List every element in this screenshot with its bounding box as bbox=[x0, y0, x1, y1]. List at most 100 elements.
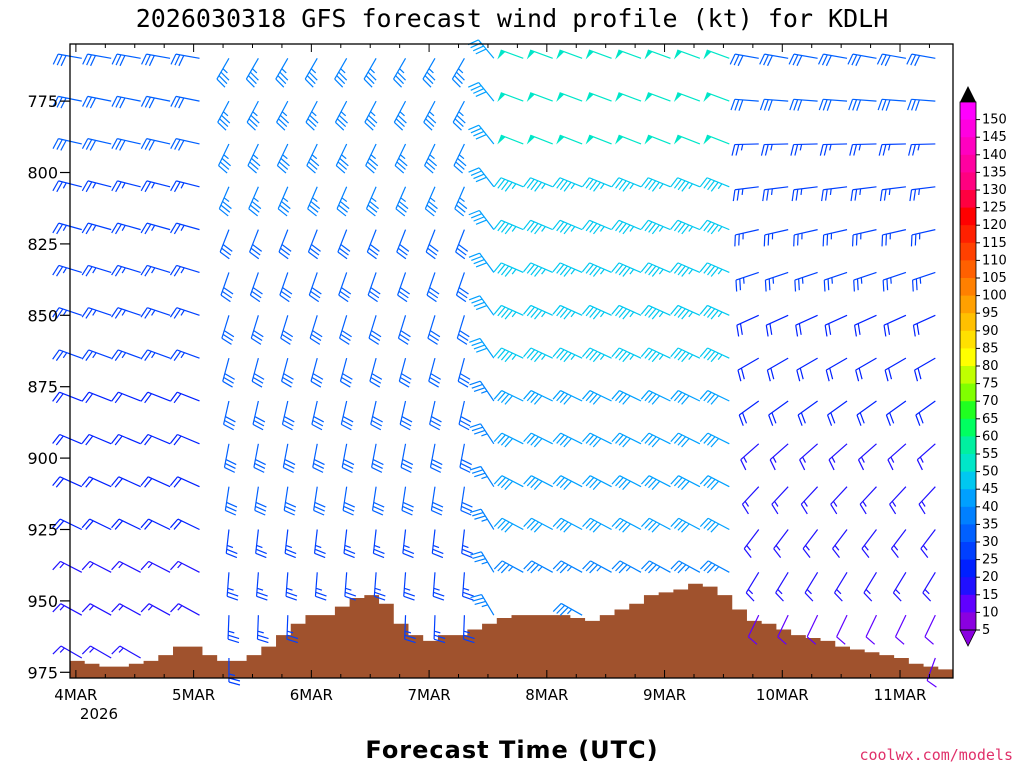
wind-barb bbox=[255, 572, 268, 601]
wind-barb bbox=[641, 560, 671, 574]
wind-barb bbox=[926, 657, 937, 688]
wind-barb bbox=[670, 517, 701, 533]
colorbar-tick-label: 130 bbox=[982, 183, 1007, 198]
wind-barb bbox=[876, 53, 907, 67]
wind-barb bbox=[552, 602, 583, 616]
wind-barb bbox=[279, 272, 293, 303]
wind-barb bbox=[169, 264, 200, 277]
wind-barb bbox=[457, 357, 471, 388]
wind-barb bbox=[794, 271, 818, 292]
wind-barb bbox=[226, 572, 239, 601]
wind-barb bbox=[703, 92, 730, 102]
wind-barb bbox=[907, 98, 936, 111]
colorbar-tick-label: 30 bbox=[982, 535, 999, 550]
wind-barb bbox=[140, 222, 171, 235]
wind-barb bbox=[644, 134, 671, 145]
wind-barb bbox=[830, 486, 848, 515]
wind-barb bbox=[462, 572, 474, 601]
wind-barb bbox=[906, 53, 936, 67]
wind-barb bbox=[336, 186, 350, 217]
wind-barb bbox=[369, 357, 383, 388]
wind-barb bbox=[281, 357, 294, 388]
wind-barb bbox=[673, 49, 701, 60]
wind-barb bbox=[52, 222, 82, 235]
wind-barb bbox=[276, 143, 290, 174]
wind-barb bbox=[552, 475, 583, 491]
wind-barb bbox=[426, 272, 440, 303]
wind-barb bbox=[468, 167, 495, 188]
wind-barb bbox=[283, 486, 297, 516]
wind-barb bbox=[673, 134, 701, 145]
wind-barb bbox=[911, 271, 936, 292]
wind-barb bbox=[404, 615, 416, 644]
wind-barb bbox=[878, 143, 906, 156]
wind-barb bbox=[493, 517, 524, 533]
wind-barb bbox=[908, 143, 936, 156]
wind-barb bbox=[221, 315, 235, 345]
wind-barb bbox=[82, 53, 112, 67]
wind-barb bbox=[670, 177, 701, 192]
wind-barb bbox=[248, 186, 262, 217]
y-tick-label: 850 bbox=[27, 306, 58, 325]
wind-barb bbox=[246, 100, 260, 131]
colorbar-tick-label: 20 bbox=[982, 570, 999, 585]
wind-barb bbox=[699, 390, 730, 405]
wind-barb bbox=[218, 186, 232, 217]
wind-barb bbox=[223, 400, 236, 431]
wind-barb bbox=[523, 560, 553, 574]
wind-barb bbox=[644, 92, 671, 102]
wind-barb bbox=[313, 529, 326, 559]
wind-barb bbox=[52, 138, 82, 151]
wind-barb bbox=[219, 229, 233, 260]
wind-barb bbox=[552, 390, 583, 405]
wind-barb bbox=[523, 432, 553, 448]
wind-barb bbox=[365, 143, 379, 174]
wind-barb bbox=[428, 357, 441, 388]
wind-barb bbox=[640, 475, 671, 491]
wind-barb bbox=[802, 529, 819, 559]
wind-barb bbox=[493, 560, 524, 574]
wind-barb bbox=[397, 272, 410, 303]
wind-barb bbox=[699, 347, 730, 363]
wind-barb bbox=[493, 219, 524, 235]
wind-barb bbox=[276, 100, 290, 131]
wind-barb bbox=[730, 98, 759, 111]
wind-barb bbox=[111, 518, 141, 531]
colorbar-segment bbox=[960, 313, 976, 332]
wind-barb bbox=[313, 486, 326, 516]
wind-barb bbox=[493, 432, 524, 448]
y-tick-label: 975 bbox=[27, 663, 58, 682]
wind-barb bbox=[615, 134, 642, 145]
wind-barb bbox=[789, 98, 818, 111]
wind-barbs bbox=[52, 39, 937, 688]
wind-barb bbox=[170, 222, 200, 235]
wind-barb bbox=[52, 433, 83, 446]
wind-barb bbox=[819, 143, 848, 156]
wind-barb bbox=[250, 315, 264, 345]
wind-barb bbox=[334, 57, 348, 88]
wind-barb bbox=[849, 143, 877, 156]
wind-barb bbox=[424, 186, 438, 217]
wind-barb bbox=[740, 443, 760, 471]
wind-barb bbox=[523, 347, 553, 363]
wind-barb bbox=[699, 219, 730, 235]
wind-barb bbox=[851, 229, 877, 247]
wind-barb bbox=[731, 143, 759, 156]
wind-barb bbox=[853, 271, 877, 292]
colorbar-segment bbox=[960, 348, 976, 367]
wind-barb bbox=[699, 517, 730, 533]
wind-barb bbox=[220, 272, 234, 303]
wind-barb bbox=[889, 486, 907, 515]
wind-barb bbox=[769, 443, 789, 471]
wind-barb bbox=[255, 529, 267, 559]
wind-barb bbox=[249, 272, 263, 303]
wind-barb bbox=[397, 315, 411, 345]
colorbar-tick-label: 140 bbox=[982, 148, 1007, 163]
wind-barb bbox=[424, 143, 438, 174]
colorbar-tick-label: 85 bbox=[982, 341, 999, 356]
wind-barb bbox=[111, 222, 141, 235]
wind-barb bbox=[282, 443, 296, 473]
wind-barb bbox=[670, 219, 701, 235]
wind-barb bbox=[881, 229, 907, 247]
wind-barb bbox=[396, 229, 410, 260]
